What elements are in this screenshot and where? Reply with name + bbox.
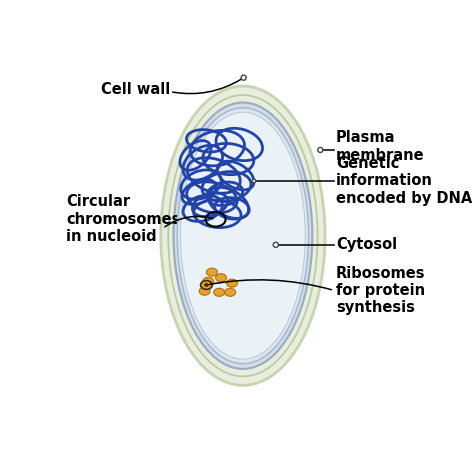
Ellipse shape <box>204 283 209 287</box>
Ellipse shape <box>199 287 210 295</box>
Ellipse shape <box>227 279 237 287</box>
Ellipse shape <box>181 112 305 359</box>
Ellipse shape <box>177 108 309 364</box>
Text: Circular
chromosomes
in nucleoid: Circular chromosomes in nucleoid <box>66 194 180 244</box>
Ellipse shape <box>161 86 325 385</box>
Text: Genetic
information
encoded by DNA: Genetic information encoded by DNA <box>336 156 472 206</box>
Ellipse shape <box>203 277 214 285</box>
Text: Cytosol: Cytosol <box>336 237 397 252</box>
Ellipse shape <box>173 102 312 369</box>
Text: Ribosomes
for protein
synthesis: Ribosomes for protein synthesis <box>336 265 426 315</box>
Text: Cell wall: Cell wall <box>100 82 170 97</box>
Ellipse shape <box>168 95 318 376</box>
Ellipse shape <box>241 75 246 80</box>
Ellipse shape <box>201 281 212 289</box>
Ellipse shape <box>252 179 255 183</box>
Ellipse shape <box>214 288 225 296</box>
Text: Plasma
membrane: Plasma membrane <box>336 130 425 163</box>
Ellipse shape <box>216 273 227 282</box>
Ellipse shape <box>225 288 236 296</box>
Ellipse shape <box>318 147 323 153</box>
Ellipse shape <box>273 242 278 247</box>
Ellipse shape <box>206 268 218 276</box>
